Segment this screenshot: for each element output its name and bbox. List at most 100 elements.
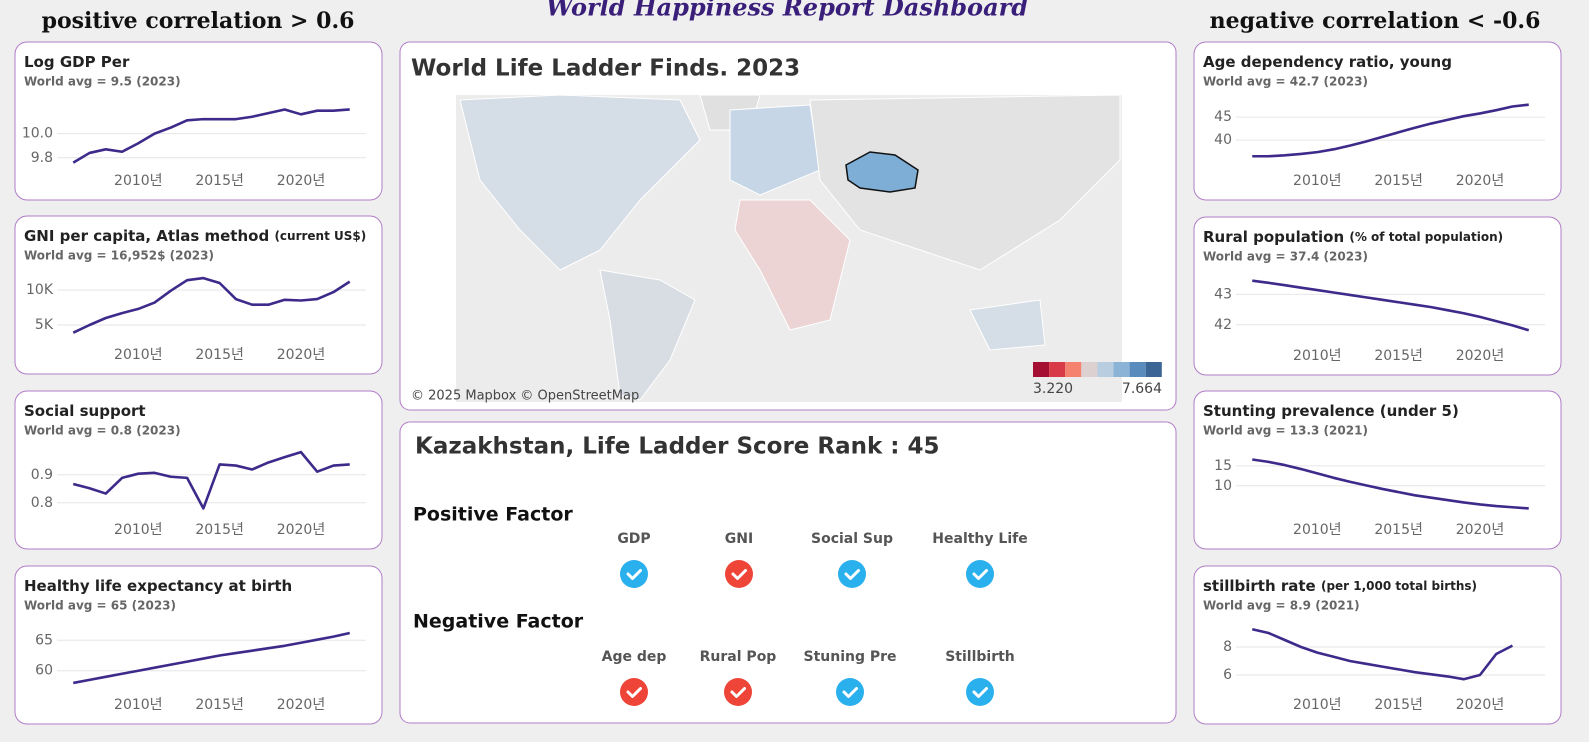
chart-subtitle: World avg = 65 (2023)	[24, 599, 176, 613]
y-tick-label: 10	[1214, 478, 1232, 494]
chart-subtitle: World avg = 42.7 (2023)	[1203, 75, 1368, 89]
chart-subtitle: World avg = 0.8 (2023)	[24, 424, 181, 438]
chart-card	[1193, 216, 1562, 376]
y-tick-label: 8	[1223, 639, 1232, 655]
factor-icon	[966, 678, 994, 706]
chart-title-text: Log GDP Per	[24, 53, 130, 71]
data-line	[73, 631, 351, 685]
map	[456, 94, 1122, 402]
south-america	[599, 269, 696, 401]
legend-max: 7.664	[1122, 381, 1162, 397]
x-tick-label: 2015년	[195, 173, 244, 189]
legend-swatch	[1145, 362, 1162, 377]
x-tick-label: 2020년	[1456, 697, 1505, 713]
africa	[734, 199, 851, 331]
factor-label: Social Sup	[811, 531, 893, 547]
positive-title: Positive Factor	[413, 504, 573, 526]
chart-title-note: (% of total population)	[1349, 230, 1503, 244]
x-tick-label: 2020년	[277, 173, 326, 189]
y-tick-label: 15	[1214, 458, 1232, 474]
x-tick-label: 2020년	[277, 697, 326, 713]
chart-subtitle: World avg = 8.9 (2021)	[1203, 599, 1360, 613]
chart-card	[1193, 41, 1562, 201]
chart-title: stillbirth rate (per 1,000 total births)	[1203, 577, 1477, 595]
factor-icon	[620, 678, 648, 706]
x-tick-label: 2020년	[1456, 348, 1505, 364]
rank-card	[399, 421, 1177, 724]
y-tick-label: 42	[1214, 317, 1232, 333]
data-line	[1252, 279, 1530, 332]
factor-label: Age dep	[602, 649, 667, 665]
y-tick-label: 0.9	[31, 467, 53, 483]
map-title: World Life Ladder Finds. 2023	[411, 56, 800, 82]
chart-subtitle: World avg = 9.5 (2023)	[24, 75, 181, 89]
chart-title-note: (current US$)	[274, 229, 366, 243]
dashboard-title: World Happiness Report Dashboard	[546, 0, 1028, 22]
chart-title: GNI per capita, Atlas method (current US…	[24, 227, 366, 245]
chart-title-text: Stunting prevalence (under 5)	[1203, 402, 1459, 420]
chart-title-note: (per 1,000 total births)	[1321, 579, 1477, 593]
australia	[969, 299, 1046, 351]
chart-card	[14, 41, 383, 201]
legend-swatch	[1113, 362, 1130, 377]
x-tick-label: 2015년	[1374, 173, 1423, 189]
factor-label: GNI	[725, 531, 753, 547]
factor-check	[972, 569, 988, 580]
chart-card	[14, 215, 383, 375]
data-line	[1251, 627, 1514, 681]
data-line	[1252, 103, 1529, 158]
x-tick-label: 2015년	[1374, 348, 1423, 364]
y-tick-label: 40	[1214, 132, 1232, 148]
legend-swatch	[1097, 362, 1114, 377]
x-tick-label: 2010년	[114, 522, 163, 538]
x-tick-label: 2010년	[114, 697, 163, 713]
x-tick-label: 2010년	[1293, 522, 1342, 538]
right-header: negative correlation < -0.6	[1210, 8, 1541, 34]
x-tick-label: 2010년	[1293, 348, 1342, 364]
chart-title-text: Healthy life expectancy at birth	[24, 577, 292, 595]
chart-title: Age dependency ratio, young	[1203, 53, 1452, 71]
y-tick-label: 10K	[26, 282, 54, 298]
kazakhstan[interactable]	[845, 151, 919, 193]
chart-title: Social support	[24, 402, 146, 420]
data-line	[72, 450, 350, 510]
data-line	[1252, 458, 1529, 510]
chart-title: Healthy life expectancy at birth	[24, 577, 292, 595]
x-tick-label: 2010년	[1293, 697, 1342, 713]
y-tick-label: 60	[35, 663, 53, 679]
legend-swatch	[1081, 362, 1098, 377]
x-tick-label: 2010년	[114, 173, 163, 189]
map-attribution: © 2025 Mapbox © OpenStreetMap	[411, 389, 639, 404]
rank-title: Kazakhstan, Life Ladder Score Rank : 45	[415, 434, 940, 460]
x-tick-label: 2015년	[1374, 697, 1423, 713]
factor-icon	[724, 678, 752, 706]
factor-check	[844, 569, 860, 580]
chart-title: Log GDP Per	[24, 53, 130, 71]
factor-label: Healthy Life	[932, 531, 1027, 547]
y-tick-label: 10.0	[22, 126, 53, 142]
chart-title-text: Age dependency ratio, young	[1203, 53, 1452, 71]
chart-title-text: Rural population	[1203, 228, 1344, 246]
factor-label: Stuning Pre	[803, 649, 896, 665]
map-legend	[1033, 362, 1162, 377]
factor-check	[731, 569, 747, 580]
y-tick-label: 9.8	[31, 150, 53, 166]
x-tick-label: 2015년	[1374, 522, 1423, 538]
factor-check	[842, 687, 858, 698]
x-tick-label: 2015년	[195, 697, 244, 713]
factor-label: Rural Pop	[700, 649, 777, 665]
factor-icon	[725, 560, 753, 588]
negative-title: Negative Factor	[413, 611, 584, 633]
chart-title-text: stillbirth rate	[1203, 577, 1316, 595]
factor-label: GDP	[617, 531, 650, 547]
asia	[809, 94, 1121, 271]
x-tick-label: 2020년	[1456, 522, 1505, 538]
chart-title-text: GNI per capita, Atlas method	[24, 227, 269, 245]
y-tick-label: 0.8	[31, 495, 53, 511]
x-tick-label: 2015년	[195, 522, 244, 538]
chart-card	[1193, 390, 1562, 550]
legend-swatch	[1065, 362, 1082, 377]
chart-title: Stunting prevalence (under 5)	[1203, 402, 1459, 420]
chart-subtitle: World avg = 37.4 (2023)	[1203, 250, 1368, 264]
